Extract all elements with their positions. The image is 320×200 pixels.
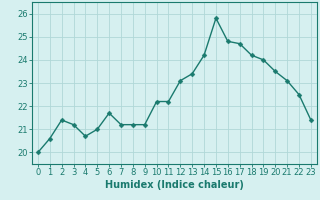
- X-axis label: Humidex (Indice chaleur): Humidex (Indice chaleur): [105, 180, 244, 190]
